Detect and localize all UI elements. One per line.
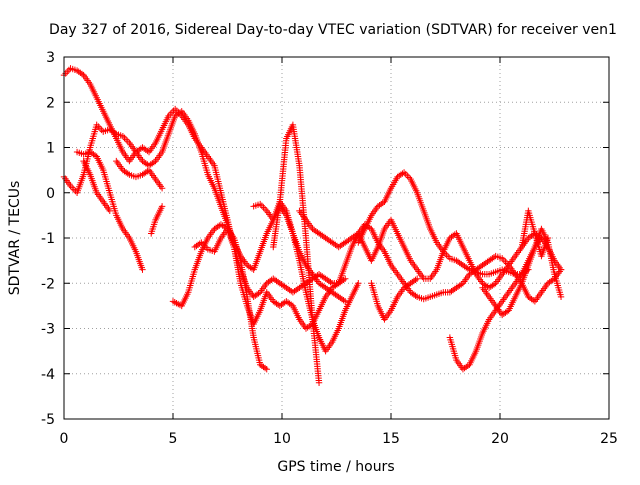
data-point [557,266,565,273]
y-tick-label: -4 [41,367,55,383]
data-point [158,203,166,210]
data-point [139,266,146,273]
data-series [446,234,545,373]
y-axis-label: SDTVAR / TECUs [7,181,23,296]
data-point [557,293,565,301]
y-tick-label: -1 [41,231,55,247]
y-tick-label: -3 [41,322,55,338]
data-series [80,157,113,215]
data-point [342,275,349,282]
x-tick-label: 10 [273,431,291,447]
y-tick-label: 2 [46,95,55,111]
x-tick-label: 5 [169,431,178,447]
data-series [270,121,323,386]
x-tick-label: 20 [491,431,509,447]
data-point [106,207,113,215]
x-tick-label: 25 [600,431,618,447]
data-series [368,275,421,323]
y-tick-label: -5 [41,412,55,428]
x-tick-label: 15 [382,431,400,447]
data-series [60,108,349,305]
data-point [355,280,362,287]
data-series [148,203,166,237]
data-point [544,234,552,242]
data-point [158,185,166,192]
data-series [191,225,270,373]
data-point [315,379,323,386]
y-tick-label: 0 [46,186,55,202]
data-point [342,298,349,305]
chart-title: Day 327 of 2016, Sidereal Day-to-day VTE… [49,22,617,38]
data-series [113,157,166,192]
y-tick-label: -2 [41,276,55,292]
data-series [250,198,362,355]
plot-area [60,65,565,386]
x-axis-label: GPS time / hours [277,459,394,475]
data-point [263,366,270,373]
axes: 0 5 10 15 20 25 -5 -4 -3 -2 -1 0 1 2 3 [41,50,618,447]
y-tick-label: 1 [46,141,55,157]
data-series [73,148,146,273]
data-series [60,65,349,332]
data-point [413,275,421,282]
x-tick-label: 0 [60,431,69,447]
y-tick-label: 3 [46,50,55,66]
data-series [518,207,552,260]
